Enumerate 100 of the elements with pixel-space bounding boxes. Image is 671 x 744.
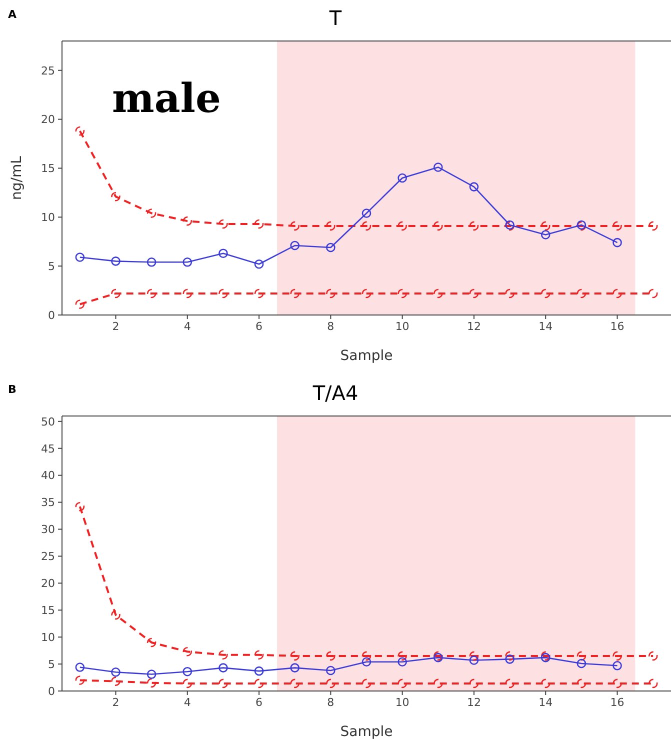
point xyxy=(290,663,300,672)
point xyxy=(433,678,443,688)
point xyxy=(254,666,264,676)
point xyxy=(218,248,228,258)
point xyxy=(326,651,336,661)
y-tick-label: 10 xyxy=(41,630,55,644)
point xyxy=(505,678,514,688)
point xyxy=(362,288,372,298)
y-tick-label: 0 xyxy=(48,684,55,698)
point xyxy=(182,646,192,656)
x-tick-label: 8 xyxy=(327,320,334,333)
x-tick-label: 16 xyxy=(610,320,624,333)
y-tick-label: 35 xyxy=(41,496,55,510)
point xyxy=(576,678,586,688)
point xyxy=(290,221,300,231)
point xyxy=(254,259,264,269)
point xyxy=(218,219,228,229)
y-tick-label: 20 xyxy=(41,577,55,590)
y-tick-label: 25 xyxy=(41,64,55,78)
point xyxy=(254,678,264,688)
point xyxy=(612,651,622,661)
point xyxy=(540,221,550,231)
point xyxy=(398,651,407,661)
point xyxy=(146,258,156,267)
x-tick-label: 6 xyxy=(256,696,263,709)
point xyxy=(146,670,156,679)
point xyxy=(362,678,372,688)
point xyxy=(75,126,85,136)
point xyxy=(182,288,192,298)
point xyxy=(612,661,622,670)
point xyxy=(612,678,622,688)
x-tick-label: 14 xyxy=(538,696,553,709)
x-axis-title: Sample xyxy=(340,348,393,364)
y-tick-label: 45 xyxy=(41,442,55,456)
point xyxy=(218,650,228,660)
point xyxy=(254,288,264,298)
point xyxy=(648,221,658,231)
x-tick-label: 14 xyxy=(538,320,553,333)
point xyxy=(398,678,407,688)
point xyxy=(398,173,407,183)
chart-title: T/A4 xyxy=(312,381,358,405)
text: B xyxy=(8,383,16,396)
point xyxy=(362,221,372,231)
point xyxy=(146,288,156,298)
point xyxy=(469,651,479,661)
point xyxy=(362,208,372,218)
y-tick-label: 5 xyxy=(48,658,55,671)
y-tick-label: 5 xyxy=(48,260,55,273)
point xyxy=(469,221,479,231)
point xyxy=(505,654,514,664)
chart-title: T xyxy=(329,6,342,30)
annotation: male xyxy=(112,75,221,122)
point xyxy=(576,651,586,661)
y-tick-label: 50 xyxy=(41,415,55,428)
point xyxy=(111,610,120,620)
y-tick-label: 0 xyxy=(48,308,55,322)
point xyxy=(111,667,120,677)
point xyxy=(290,678,300,688)
point xyxy=(540,678,550,688)
x-tick-label: 12 xyxy=(466,696,481,709)
point xyxy=(362,651,372,661)
point xyxy=(218,678,228,688)
point xyxy=(326,666,336,676)
point xyxy=(182,258,192,267)
point xyxy=(111,288,120,298)
point xyxy=(75,676,85,685)
point xyxy=(326,242,336,252)
point xyxy=(218,288,228,298)
point xyxy=(469,656,479,665)
text: A xyxy=(8,8,17,21)
x-tick-label: 4 xyxy=(184,696,191,709)
point xyxy=(433,288,443,298)
y-axis-title: ng/mL xyxy=(8,156,25,200)
x-tick-label: 12 xyxy=(466,320,481,333)
point xyxy=(146,638,156,648)
point xyxy=(218,663,228,672)
point xyxy=(182,216,192,226)
y-tick-label: 15 xyxy=(41,162,55,176)
y-tick-label: 15 xyxy=(41,604,55,618)
point xyxy=(326,678,336,688)
point xyxy=(326,221,336,231)
point xyxy=(576,288,586,298)
point xyxy=(362,657,372,667)
point xyxy=(433,221,443,231)
y-tick-label: 20 xyxy=(41,113,55,126)
point xyxy=(398,221,407,231)
point xyxy=(290,651,300,661)
y-tick-label: 10 xyxy=(41,211,55,224)
point xyxy=(469,678,479,688)
point xyxy=(75,502,85,512)
point xyxy=(182,666,192,676)
point xyxy=(540,230,550,240)
point xyxy=(398,657,407,667)
x-tick-label: 6 xyxy=(256,320,263,333)
point xyxy=(75,662,85,672)
point xyxy=(326,288,336,298)
x-axis-title: Sample xyxy=(340,724,393,740)
point xyxy=(469,182,479,192)
point xyxy=(505,651,514,661)
point xyxy=(75,252,85,262)
